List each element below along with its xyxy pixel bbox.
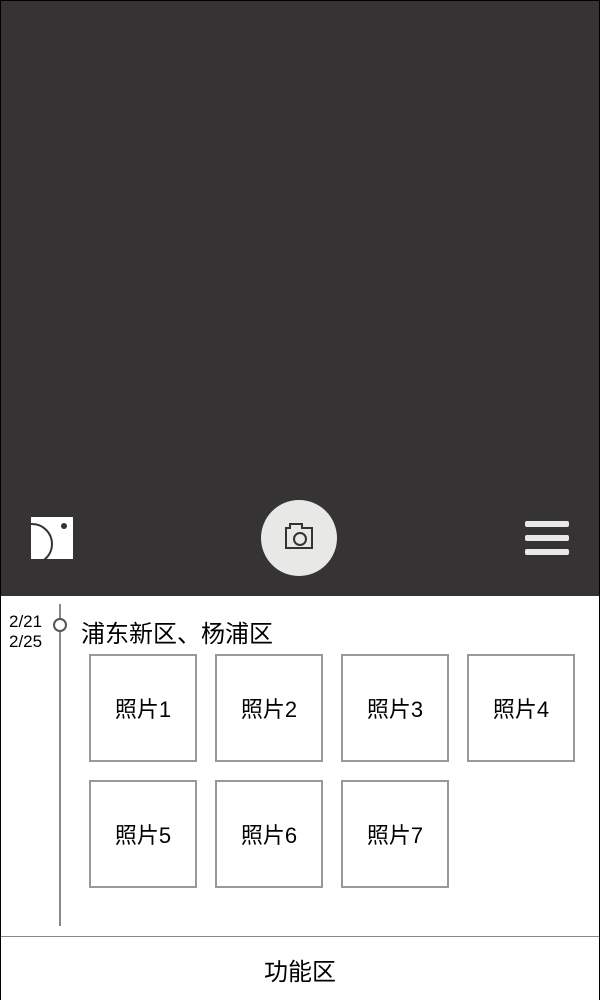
photo-item[interactable]: 照片4 (467, 654, 575, 762)
timeline-line (59, 604, 61, 926)
camera-viewfinder (1, 1, 599, 596)
shutter-button[interactable] (261, 500, 337, 576)
camera-controls (1, 500, 599, 576)
photo-item[interactable]: 照片2 (215, 654, 323, 762)
location-label: 浦东新区、杨浦区 (81, 614, 273, 649)
photo-item[interactable]: 照片7 (341, 780, 449, 888)
date-start: 2/21 (9, 612, 42, 632)
function-bar[interactable]: 功能区 (1, 936, 599, 1001)
photo-item[interactable]: 照片1 (89, 654, 197, 762)
photo-timeline-section: 2/21 2/25 浦东新区、杨浦区 照片1 照片2 照片3 照片4 照片5 照… (1, 596, 599, 936)
gallery-icon[interactable] (31, 517, 73, 559)
photo-item[interactable]: 照片3 (341, 654, 449, 762)
photo-item[interactable]: 照片6 (215, 780, 323, 888)
timeline-dot (53, 618, 67, 632)
date-range: 2/21 2/25 (9, 612, 42, 652)
function-bar-label: 功能区 (264, 952, 336, 987)
camera-icon (285, 527, 313, 549)
photo-grid: 照片1 照片2 照片3 照片4 照片5 照片6 照片7 (89, 654, 589, 888)
photo-item[interactable]: 照片5 (89, 780, 197, 888)
date-end: 2/25 (9, 632, 42, 652)
menu-icon[interactable] (525, 521, 569, 555)
